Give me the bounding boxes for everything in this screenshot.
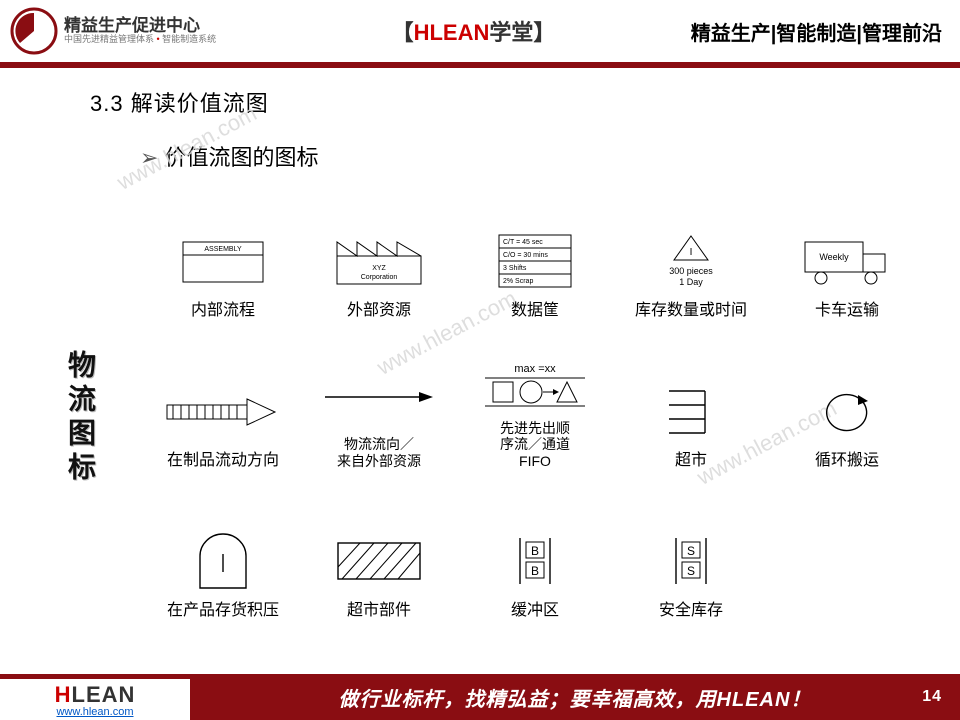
cell-supermarket: 超市	[618, 360, 764, 470]
header-right: 精益生产|智能制造|管理前沿	[691, 17, 942, 46]
cell-queue: 在产品存货积压	[150, 510, 296, 620]
footer: HLEAN www.hlean.com 做行业标杆，找精弘益；要幸福高效，用HL…	[0, 674, 960, 720]
svg-text:max =xx: max =xx	[514, 363, 556, 375]
loop-icon	[812, 387, 882, 437]
svg-text:C/T = 45 sec: C/T = 45 sec	[503, 239, 543, 246]
cell-buffer: B B 缓冲区	[462, 510, 608, 620]
cell-data-box: C/T = 45 sec C/O = 30 mins 3 Shifts 2% S…	[462, 210, 608, 320]
cell-truck: Weekly 卡车运输	[774, 210, 920, 320]
label: 在制品流动方向	[167, 451, 279, 470]
svg-text:B: B	[531, 544, 539, 558]
svg-text:Corporation: Corporation	[361, 274, 398, 281]
label: 超市	[675, 451, 707, 470]
header-rule	[0, 62, 960, 68]
striped-arrow-icon	[163, 397, 283, 427]
footer-url[interactable]: www.hlean.com	[56, 706, 133, 718]
hatched-box-icon	[334, 539, 424, 584]
safety-stock-icon: S S	[666, 534, 716, 589]
label: 外部资源	[347, 301, 411, 320]
svg-text:2% Scrap: 2% Scrap	[503, 278, 533, 285]
supermarket-icon	[661, 387, 721, 437]
svg-text:XYZ: XYZ	[372, 265, 386, 272]
footer-brand: HLEAN	[55, 682, 136, 708]
label: 安全库存	[659, 601, 723, 620]
header-center: 【HLEAN学堂】	[256, 15, 691, 47]
svg-text:Weekly: Weekly	[819, 252, 849, 262]
cell-inventory: I 300 pieces 1 Day 库存数量或时间	[618, 210, 764, 320]
page-number: 14	[922, 688, 942, 706]
label: 卡车运输	[815, 301, 879, 320]
logo: 精益生产促进中心 中国先进精益管理体系 • 智能制造系统	[10, 7, 216, 55]
label: 先进先出顺 序流／通道 FIFO	[500, 420, 570, 470]
fifo-icon: max =xx	[475, 362, 595, 412]
svg-text:C/O = 30 mins: C/O = 30 mins	[503, 252, 548, 259]
svg-text:S: S	[687, 544, 695, 558]
thin-arrow-icon	[319, 387, 439, 407]
side-label: 物流图标	[60, 350, 100, 486]
svg-text:I: I	[690, 247, 693, 258]
footer-slogan: 做行业标杆，找精弘益；要幸福高效，用HLEAN！	[339, 683, 812, 712]
logo-title: 精益生产促进中心	[64, 17, 216, 36]
process-box-icon: ASSEMBLY	[178, 237, 268, 287]
svg-text:B: B	[531, 564, 539, 578]
cell-milk-run: 循环搬运	[774, 360, 920, 470]
tombstone-icon	[188, 532, 258, 592]
svg-text:3 Shifts: 3 Shifts	[503, 265, 527, 272]
cell-flow-arrow: 物流流向／ 来自外部资源	[306, 360, 452, 470]
logo-icon	[10, 7, 58, 55]
cell-supermarket-parts: 超市部件	[306, 510, 452, 620]
label: 缓冲区	[511, 601, 559, 620]
label: 物流流向／ 来自外部资源	[337, 436, 421, 470]
cell-safety-stock: S S 安全库存	[618, 510, 764, 620]
label: 数据筐	[511, 301, 559, 320]
cell-fifo: max =xx 先进先出顺 序流／通道 FIFO	[462, 360, 608, 470]
footer-left: HLEAN www.hlean.com	[0, 674, 190, 720]
svg-text:1 Day: 1 Day	[679, 277, 703, 287]
section-bullet: 价值流图的图标	[140, 140, 960, 172]
label: 在产品存货积压	[167, 601, 279, 620]
inventory-triangle-icon: I 300 pieces 1 Day	[646, 232, 736, 292]
factory-icon: XYZ Corporation	[329, 234, 429, 289]
cell-external-source: XYZ Corporation 外部资源	[306, 210, 452, 320]
svg-text:ASSEMBLY: ASSEMBLY	[204, 246, 242, 253]
cell-internal-process: ASSEMBLY 内部流程	[150, 210, 296, 320]
buffer-icon: B B	[510, 534, 560, 589]
icon-grid: ASSEMBLY 内部流程 XYZ Corporation 外部资源 C/T =…	[150, 210, 920, 620]
cell-wip-arrow: 在制品流动方向	[150, 360, 296, 470]
logo-subtitle: 中国先进精益管理体系 • 智能制造系统	[64, 35, 216, 45]
label: 内部流程	[191, 301, 255, 320]
section-number: 3.3 解读价值流图	[90, 86, 960, 118]
label: 循环搬运	[815, 451, 879, 470]
label: 库存数量或时间	[635, 301, 747, 320]
label: 超市部件	[347, 601, 411, 620]
databox-icon: C/T = 45 sec C/O = 30 mins 3 Shifts 2% S…	[495, 233, 575, 291]
truck-icon: Weekly	[797, 234, 897, 289]
header-bar: 精益生产促进中心 中国先进精益管理体系 • 智能制造系统 【HLEAN学堂】 精…	[0, 0, 960, 62]
footer-bar: 做行业标杆，找精弘益；要幸福高效，用HLEAN！ 14	[190, 674, 960, 720]
svg-text:S: S	[687, 564, 695, 578]
svg-text:300 pieces: 300 pieces	[669, 266, 713, 276]
